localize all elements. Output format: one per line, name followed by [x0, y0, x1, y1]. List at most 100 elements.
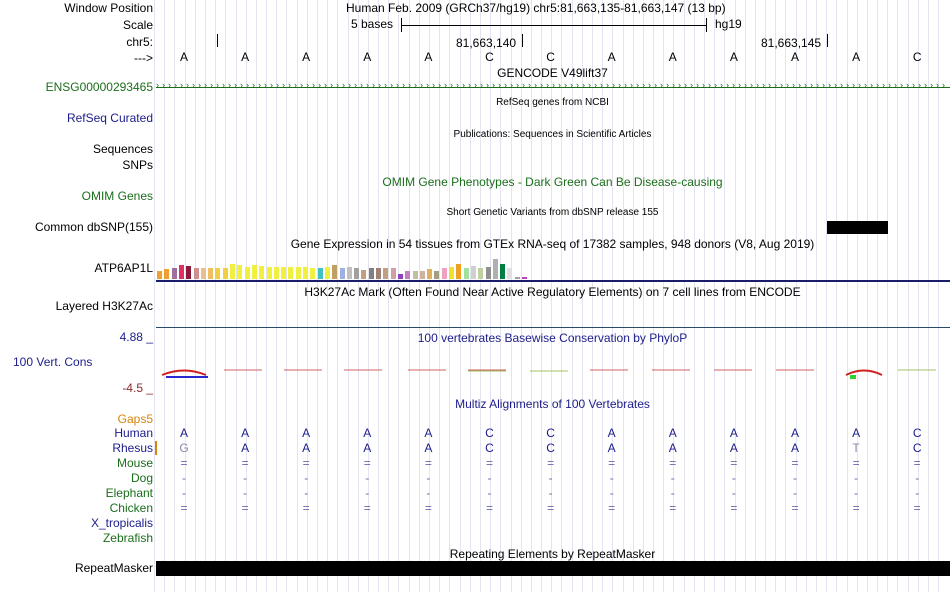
gtex-tissue-bar[interactable] — [470, 266, 476, 279]
gtex-tissue-bar[interactable] — [427, 269, 433, 279]
gtex-tissue-bar[interactable] — [273, 267, 279, 279]
gtex-tissue-bar[interactable] — [354, 268, 360, 279]
dna-base: A — [668, 50, 677, 64]
dbsnp-track-title[interactable]: Short Genetic Variants from dbSNP releas… — [446, 207, 659, 218]
repeatmasker-block[interactable] — [156, 561, 950, 576]
gtex-tissue-bar[interactable] — [259, 266, 265, 279]
gtex-tissue-bar[interactable] — [507, 268, 513, 279]
repeatmasker-label[interactable]: RepeatMasker — [74, 561, 153, 575]
publications-label-snps[interactable]: SNPs — [122, 158, 153, 172]
gtex-tissue-bar[interactable] — [339, 268, 345, 279]
strand-chevron-icon: › — [750, 80, 753, 90]
dna-base: A — [852, 50, 861, 64]
species-dog-label[interactable]: Dog — [130, 471, 153, 485]
repeatmasker-track-title[interactable]: Repeating Elements by RepeatMasker — [449, 547, 656, 561]
gtex-track-title[interactable]: Gene Expression in 54 tissues from GTEx … — [290, 237, 815, 251]
refseq-label[interactable]: RefSeq Curated — [66, 111, 153, 125]
species-elephant-label[interactable]: Elephant — [105, 486, 153, 500]
refseq-track-title[interactable]: RefSeq genes from NCBI — [496, 97, 609, 108]
multiz-track-title[interactable]: Multiz Alignments of 100 Vertebrates — [455, 397, 650, 411]
gtex-tissue-bar[interactable] — [456, 264, 462, 279]
gtex-tissue-bar[interactable] — [514, 277, 520, 279]
gtex-tissue-bar[interactable] — [485, 267, 491, 279]
species-zebrafish-label[interactable]: Zebrafish — [102, 531, 153, 545]
gencode-gene-label[interactable]: ENSG00000293465 — [45, 80, 153, 94]
strand-chevron-icon: › — [540, 80, 543, 90]
gtex-tissue-bar[interactable] — [500, 264, 506, 279]
gtex-tissue-bar[interactable] — [171, 268, 177, 279]
gtex-tissue-bar[interactable] — [222, 268, 228, 279]
gtex-tissue-bar[interactable] — [346, 267, 352, 279]
dbsnp-variant-block[interactable] — [827, 221, 888, 234]
phylop-track-title[interactable]: 100 vertebrates Basewise Conservation by… — [417, 331, 688, 345]
gtex-tissue-bar[interactable] — [230, 264, 235, 279]
gtex-tissue-bar[interactable] — [157, 271, 162, 279]
h3k27ac-track-title[interactable]: H3K27Ac Mark (Often Found Near Active Re… — [304, 285, 801, 299]
omim-track-title[interactable]: OMIM Gene Phenotypes - Dark Green Can Be… — [382, 175, 723, 189]
gtex-tissue-bar[interactable] — [200, 268, 206, 279]
strand-chevron-icon: › — [570, 80, 573, 90]
phylop-conservation-plot[interactable] — [156, 362, 950, 382]
strand-chevron-icon: › — [786, 80, 789, 90]
species-rhesus-label[interactable]: Rhesus — [112, 441, 153, 455]
gencode-gene-line[interactable] — [156, 87, 950, 88]
gtex-tissue-bar[interactable] — [383, 268, 389, 279]
gtex-tissue-bar[interactable] — [397, 274, 403, 279]
gtex-tissue-bar[interactable] — [412, 271, 418, 279]
species-mouse-label[interactable]: Mouse — [116, 456, 153, 470]
gtex-tissue-bar[interactable] — [324, 267, 330, 279]
dbsnp-label[interactable]: Common dbSNP(155) — [34, 220, 153, 234]
gtex-tissue-bar[interactable] — [303, 267, 308, 279]
phylop-label[interactable]: 100 Vert. Cons — [13, 355, 93, 369]
gencode-track-title[interactable]: GENCODE V49lift37 — [497, 66, 608, 80]
gtex-tissue-bar[interactable] — [288, 267, 294, 279]
gtex-tissue-bar[interactable] — [266, 267, 272, 279]
gtex-tissue-bar[interactable] — [405, 271, 411, 279]
gtex-tissue-bar[interactable] — [251, 265, 257, 279]
publications-label-sequences[interactable]: Sequences — [92, 142, 153, 156]
species-chicken-label[interactable]: Chicken — [109, 501, 153, 515]
gtex-tissue-bar[interactable] — [295, 267, 301, 279]
publications-track-title[interactable]: Publications: Sequences in Scientific Ar… — [453, 129, 652, 140]
gtex-tissue-bar[interactable] — [281, 267, 287, 279]
gtex-tissue-bar[interactable] — [186, 266, 192, 279]
species-xtropicalis-label[interactable]: X_tropicalis — [90, 516, 153, 530]
gtex-gene-label[interactable]: ATP6AP1L — [94, 261, 153, 275]
gtex-tissue-bar[interactable] — [193, 268, 199, 279]
strand-chevron-icon: › — [864, 80, 867, 90]
gtex-tissue-bar[interactable] — [449, 267, 454, 279]
scale-bar-tick-left — [401, 18, 402, 32]
gtex-tissue-bar[interactable] — [478, 268, 484, 279]
strand-chevron-icon: › — [492, 80, 495, 90]
gtex-tissue-bar[interactable] — [522, 277, 527, 279]
gtex-tissue-bar[interactable] — [463, 268, 469, 279]
gtex-tissue-bar[interactable] — [215, 268, 221, 279]
h3k27ac-label[interactable]: Layered H3K27Ac — [55, 299, 153, 313]
gtex-tissue-bar[interactable] — [441, 268, 447, 279]
dna-base: C — [485, 50, 494, 64]
gaps-label[interactable]: Gaps5 — [117, 412, 153, 426]
gtex-tissue-bar[interactable] — [419, 271, 425, 279]
gtex-tissue-bar[interactable] — [434, 271, 440, 279]
strand-chevron-icon: › — [534, 80, 537, 90]
gtex-tissue-bar[interactable] — [178, 265, 184, 279]
gtex-tissue-bar[interactable] — [208, 268, 214, 279]
gtex-tissue-bar[interactable] — [376, 268, 381, 279]
gtex-tissue-bar[interactable] — [244, 267, 250, 279]
gtex-tissue-bar[interactable] — [368, 268, 374, 279]
omim-label[interactable]: OMIM Genes — [81, 189, 153, 203]
strand-chevron-icon: › — [270, 80, 273, 90]
gtex-tissue-bar[interactable] — [237, 265, 243, 279]
gtex-tissue-bar[interactable] — [492, 259, 498, 279]
gtex-tissue-bar[interactable] — [164, 269, 170, 279]
strand-chevron-icon: › — [918, 80, 921, 90]
species-human-label[interactable]: Human — [114, 426, 153, 440]
gtex-tissue-bar[interactable] — [390, 268, 396, 279]
gtex-tissue-bar[interactable] — [332, 265, 338, 279]
gtex-tissue-bar[interactable] — [317, 268, 323, 279]
strand-chevron-icon: › — [768, 80, 771, 90]
gtex-tissue-bar[interactable] — [361, 270, 367, 279]
base-elephant: - — [426, 486, 431, 500]
strand-chevron-icon: › — [366, 80, 369, 90]
gtex-tissue-bar[interactable] — [310, 268, 316, 279]
